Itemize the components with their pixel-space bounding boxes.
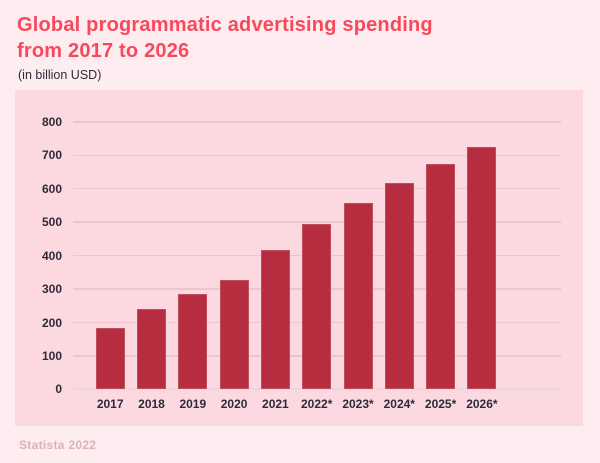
bar-2026* [467, 146, 497, 390]
x-axis-tick-label: 2023* [342, 397, 374, 412]
chart-title-line1: Global programmatic advertising spending [17, 14, 433, 36]
x-axis-line [73, 388, 561, 391]
chart-panel: 0 100 200 300 400 500 600 700 800 2017 2018 2019 202… [15, 90, 583, 426]
x-axis-tick-label: 2024* [383, 397, 415, 412]
y-axis-tick-label: 100 [41, 348, 62, 363]
y-axis-tick-label: 400 [41, 248, 62, 263]
y-axis-tick-label: 300 [41, 282, 62, 297]
x-axis-tick-label: 2017 [96, 397, 124, 412]
bar-2022* [302, 224, 332, 390]
gridline [73, 154, 561, 156]
y-axis-tick-label: 200 [41, 315, 62, 330]
x-axis-tick-label: 2021 [262, 397, 289, 412]
y-axis-tick-label: 800 [41, 114, 62, 129]
bar-2023* [343, 203, 373, 390]
bar-chart-plot-area: 0 100 200 300 400 500 600 700 800 2017 2018 2019 202… [15, 90, 583, 426]
y-axis-tick-label: 0 [55, 382, 62, 397]
bar-2018 [137, 309, 166, 390]
y-axis-tick-label: 700 [41, 148, 62, 163]
chart-subtitle: (in billion USD) [18, 68, 102, 82]
x-axis-tick-label: 2019 [179, 397, 207, 412]
bar-2020 [219, 280, 249, 390]
bar-2021 [260, 249, 290, 390]
bar-2025* [426, 164, 456, 390]
gridline [73, 221, 561, 223]
bar-2019 [178, 294, 208, 390]
x-axis-tick-label: 2018 [138, 397, 165, 412]
x-axis-tick-label: 2025* [424, 397, 457, 412]
x-axis-tick-label: 2020 [220, 397, 248, 412]
x-axis-tick-label: 2026* [466, 397, 498, 412]
chart-header: Global programmatic advertising spending… [17, 12, 433, 83]
chart-title-line2: from 2017 to 2026 [17, 40, 190, 62]
bar-2024* [384, 183, 414, 390]
gridline [73, 187, 561, 190]
y-axis-tick-label: 600 [41, 181, 62, 196]
chart-title: Global programmatic advertising spending… [17, 12, 433, 64]
source-label: Statista 2022 [19, 438, 97, 452]
gridline [73, 121, 561, 123]
y-axis-tick-label: 500 [41, 215, 62, 230]
x-axis-tick-label: 2022* [301, 397, 333, 412]
bar-2017 [95, 327, 125, 390]
